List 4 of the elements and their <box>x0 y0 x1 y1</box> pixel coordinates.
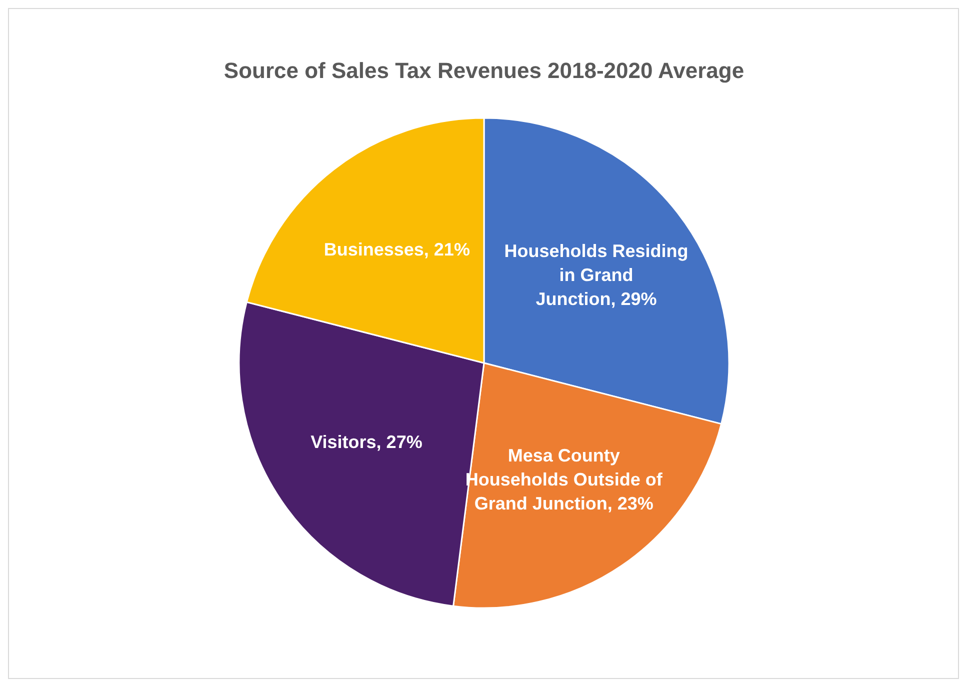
slice-label: Businesses, 21% <box>324 239 470 260</box>
slice-label: Visitors, 27% <box>310 432 422 452</box>
chart-title: Source of Sales Tax Revenues 2018-2020 Average <box>224 58 744 83</box>
slice-label: Households Residing in Grand Junction, 29% <box>504 240 688 309</box>
